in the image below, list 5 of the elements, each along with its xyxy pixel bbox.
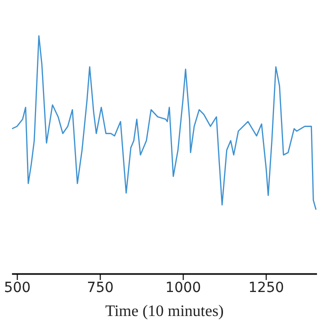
x-tick-label: 1250 [248,280,284,296]
x-tick-label: 750 [86,280,114,296]
x-tick-label: 500 [4,280,31,296]
x-tick-label: 1000 [165,280,202,296]
x-axis-title: Time (10 minutes) [105,303,224,320]
